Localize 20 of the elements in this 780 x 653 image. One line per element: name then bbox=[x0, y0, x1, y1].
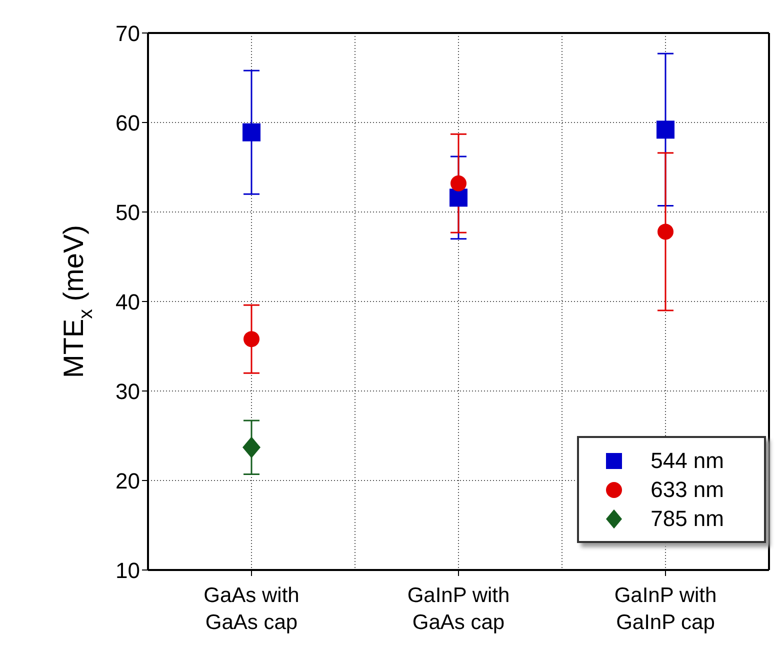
point bbox=[244, 331, 260, 348]
point bbox=[450, 175, 466, 192]
point bbox=[656, 120, 674, 139]
point bbox=[242, 123, 260, 142]
y-tick-label: 20 bbox=[116, 468, 140, 494]
point bbox=[450, 188, 468, 207]
legend-label: 633 nm bbox=[650, 476, 724, 502]
y-tick-label: 30 bbox=[116, 378, 140, 404]
y-tick-label: 50 bbox=[116, 200, 140, 225]
point bbox=[242, 436, 260, 458]
y-tick-label: 60 bbox=[116, 110, 140, 136]
y-tick-label: 40 bbox=[116, 289, 140, 314]
y-tick-label: 70 bbox=[116, 20, 140, 46]
legend-label: 785 nm bbox=[650, 506, 724, 532]
x-tick-label: GaInP with GaAs cap bbox=[407, 584, 510, 634]
legend-label: 544 nm bbox=[650, 448, 724, 474]
x-tick-label: GaInP with GaInP cap bbox=[614, 584, 717, 634]
y-tick-label: 10 bbox=[116, 558, 140, 583]
point bbox=[658, 224, 674, 240]
x-tick-label: GaAs with GaAs cap bbox=[204, 584, 300, 634]
